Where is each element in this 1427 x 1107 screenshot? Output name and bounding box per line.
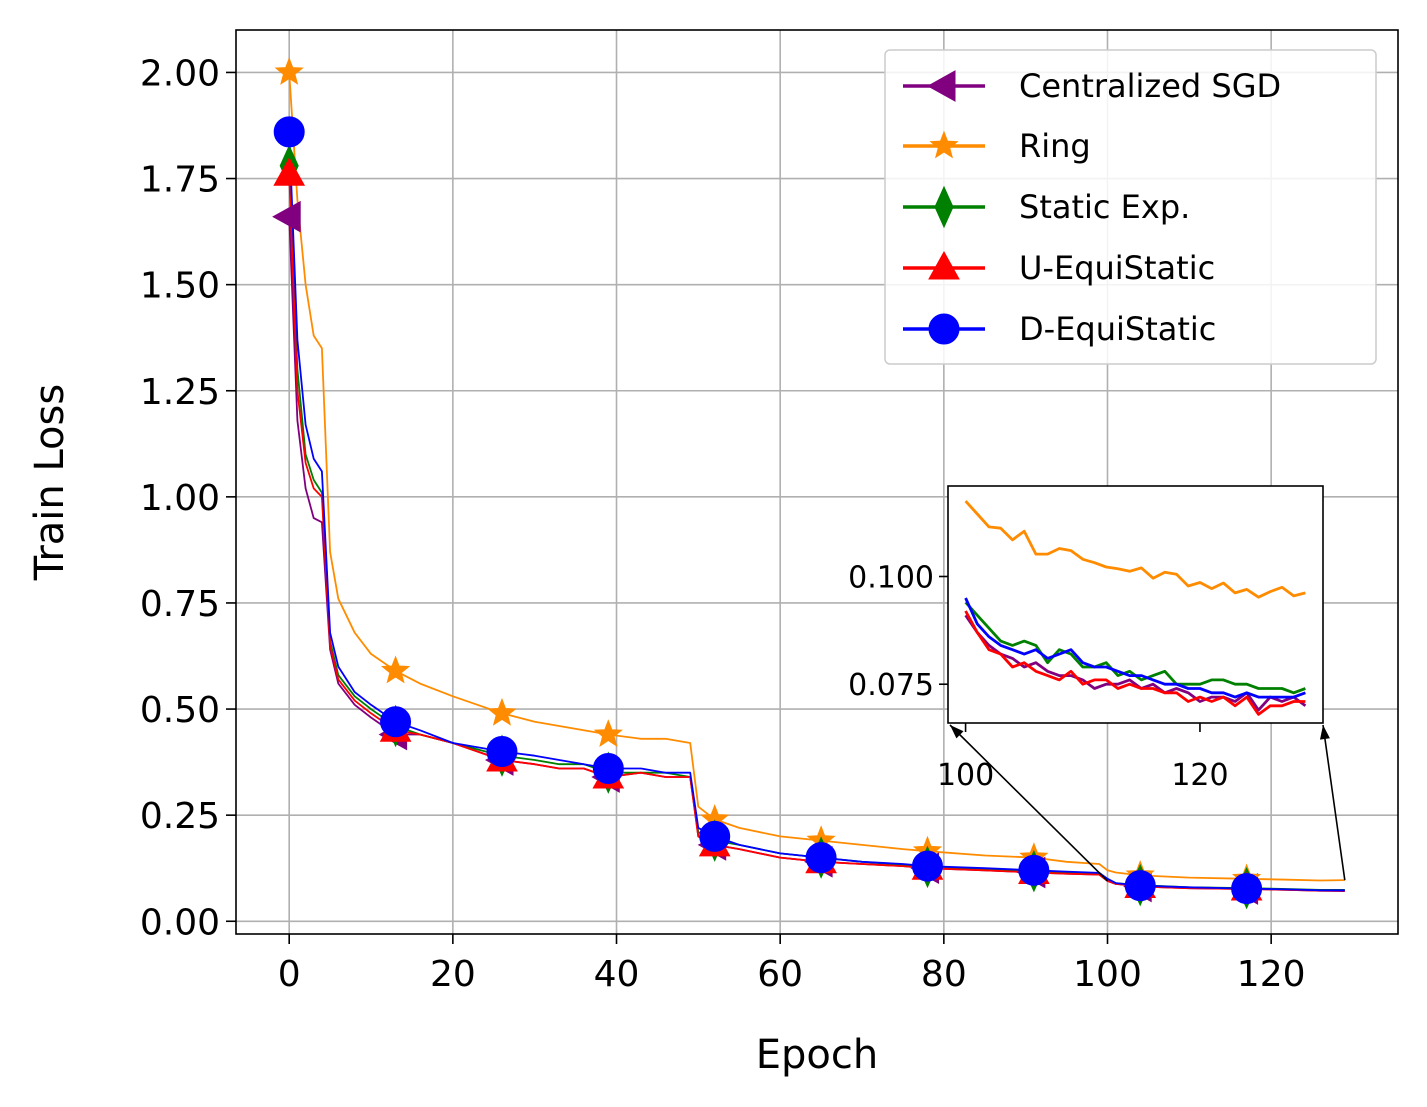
data-point-d-equistatic xyxy=(1124,870,1156,902)
legend-marker-static-exp xyxy=(934,185,954,229)
series-line-d-equistatic xyxy=(288,131,1345,892)
series-line-ring xyxy=(288,72,1345,882)
data-point-ring xyxy=(274,56,304,85)
connector-arrow-right-head xyxy=(1320,725,1330,740)
data-point-d-equistatic xyxy=(486,736,518,768)
inset-y-tick-label: 0.075 xyxy=(848,668,934,703)
data-point-ring xyxy=(380,655,411,684)
y-tick-label: 2.00 xyxy=(140,53,220,94)
data-point-d-equistatic xyxy=(380,706,412,738)
legend-label: D-EquiStatic xyxy=(1019,310,1216,348)
y-tick-label: 1.00 xyxy=(140,478,220,519)
main-x-axis: 0 20 40 60 80 100 120 xyxy=(278,934,1306,995)
main-plot-frame xyxy=(235,29,1399,935)
inset-line-d-equistatic xyxy=(964,597,1306,699)
y-axis-label: Train Loss xyxy=(27,384,73,581)
y-tick-label: 0.75 xyxy=(140,584,220,625)
data-point-ring xyxy=(487,697,517,726)
x-tick-label: 0 xyxy=(278,954,301,995)
y-tick-label: 1.75 xyxy=(140,160,220,201)
data-point-d-equistatic xyxy=(911,850,943,882)
legend-item-u-equistatic: U-EquiStatic xyxy=(903,249,1215,287)
inset-y-axis: 0.075 0.100 xyxy=(848,560,948,703)
data-point-centralized-sgd xyxy=(272,200,301,233)
connector-arrow-left xyxy=(949,724,1109,882)
x-tick-label: 80 xyxy=(921,954,967,995)
y-tick-label: 0.00 xyxy=(140,902,220,943)
connector-arrow-right xyxy=(1322,724,1346,881)
legend-item-d-equistatic: D-EquiStatic xyxy=(903,310,1216,348)
inset-x-axis: 100 120 xyxy=(937,723,1229,793)
data-point-u-equistatic xyxy=(273,157,306,186)
legend-marker-d-equistatic xyxy=(928,313,960,345)
legend-label: Ring xyxy=(1019,127,1091,165)
main-series-markers xyxy=(272,56,1263,910)
inset-series-lines xyxy=(964,500,1307,716)
x-tick-label: 40 xyxy=(594,954,640,995)
legend: Centralized SGD Ring Static Exp. U-EquiStat… xyxy=(884,49,1377,365)
data-point-d-equistatic xyxy=(273,116,305,148)
legend-marker-centralized-sgd xyxy=(926,70,956,102)
zoom-inset: 100 120 0.075 0.100 xyxy=(848,485,1324,793)
data-point-d-equistatic xyxy=(1018,854,1050,886)
main-y-axis: 0.00 0.25 0.50 0.75 1.00 1.25 1.50 1.75 2.00 xyxy=(140,53,236,943)
legend-item-static-exp: Static Exp. xyxy=(903,185,1190,229)
x-tick-label: 120 xyxy=(1237,954,1306,995)
y-tick-label: 0.25 xyxy=(140,796,220,837)
legend-label: U-EquiStatic xyxy=(1019,249,1215,287)
x-axis-label: Epoch xyxy=(756,1032,878,1078)
legend-item-centralized-sgd: Centralized SGD xyxy=(903,67,1281,105)
x-tick-label: 60 xyxy=(757,954,803,995)
data-point-d-equistatic xyxy=(805,842,837,874)
inset-connector-arrows xyxy=(949,724,1346,882)
legend-box xyxy=(884,49,1377,365)
inset-line-centralized-sgd xyxy=(964,614,1307,712)
inset-x-tick-label: 100 xyxy=(937,758,994,793)
legend-marker-ring xyxy=(929,130,959,159)
legend-label: Static Exp. xyxy=(1019,188,1190,226)
x-tick-label: 100 xyxy=(1073,954,1142,995)
data-point-ring xyxy=(593,719,623,748)
data-point-d-equistatic xyxy=(592,752,624,784)
y-tick-label: 0.50 xyxy=(140,690,220,731)
data-point-d-equistatic xyxy=(1231,873,1263,905)
inset-line-u-equistatic xyxy=(964,610,1306,716)
connector-arrow-left-head xyxy=(950,725,964,739)
y-tick-label: 1.25 xyxy=(140,372,220,413)
data-point-d-equistatic xyxy=(699,820,731,852)
main-series-lines xyxy=(288,72,1345,892)
legend-marker-u-equistatic xyxy=(928,250,960,280)
inset-frame xyxy=(947,485,1324,724)
legend-label: Centralized SGD xyxy=(1019,67,1281,105)
inset-x-tick-label: 120 xyxy=(1171,758,1228,793)
x-tick-label: 20 xyxy=(430,954,476,995)
inset-y-tick-label: 0.100 xyxy=(848,560,934,595)
legend-item-ring: Ring xyxy=(903,127,1091,165)
inset-line-ring xyxy=(964,500,1306,599)
series-line-u-equistatic xyxy=(288,174,1345,892)
y-tick-label: 1.50 xyxy=(140,266,220,307)
